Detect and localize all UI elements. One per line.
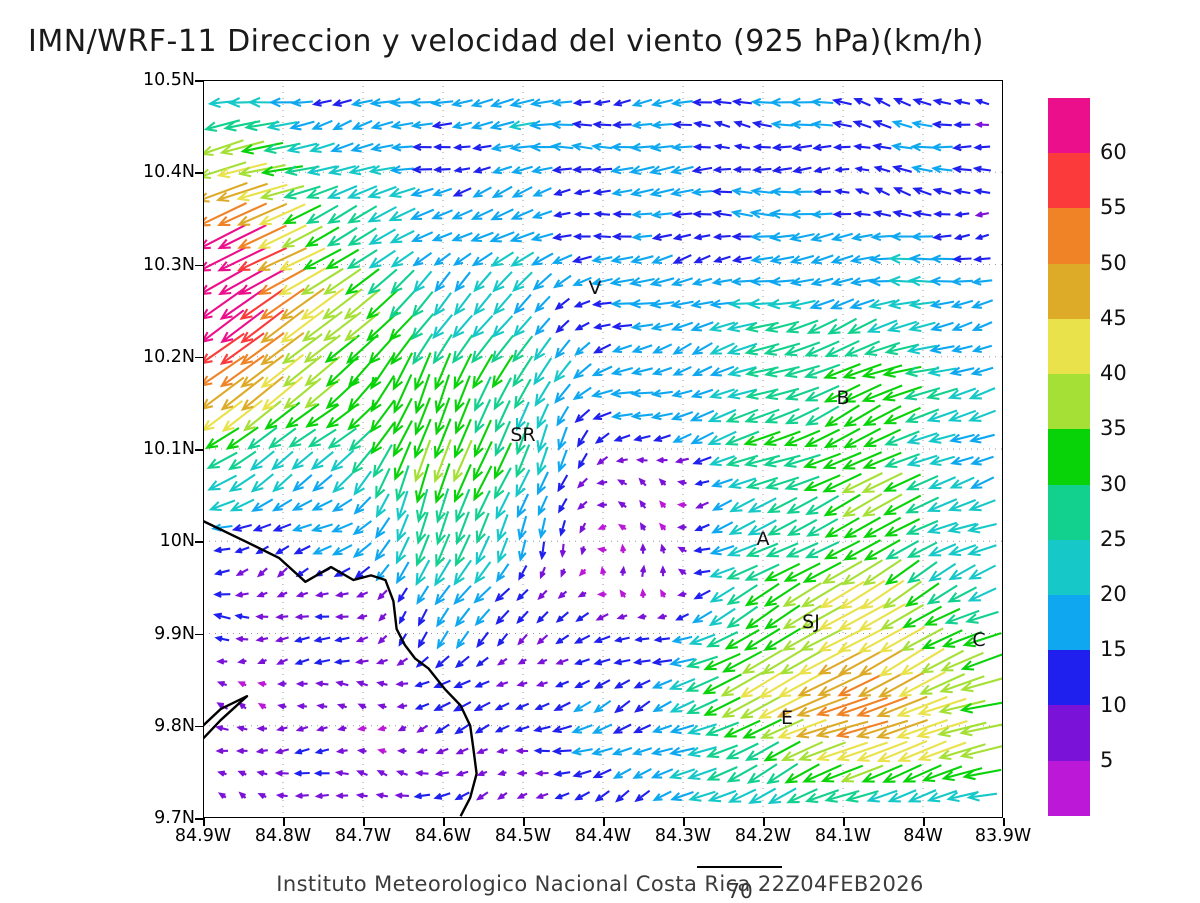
y-axis-tick-label: 10.5N	[60, 70, 195, 90]
colorbar-band	[1048, 705, 1090, 760]
x-axis-tick-label: 84.5W	[495, 826, 551, 846]
x-axis-tick-mark	[523, 818, 525, 826]
colorbar-tick-label: 10	[1100, 693, 1127, 717]
reference-vector-icon	[697, 866, 782, 868]
x-axis-tick-label: 83.9W	[975, 826, 1031, 846]
page-title: IMN/WRF-11 Direccion y velocidad del vie…	[28, 24, 984, 59]
colorbar-tick-label: 20	[1100, 582, 1127, 606]
x-axis-tick-mark	[203, 818, 205, 826]
x-axis-tick-label: 84.8W	[255, 826, 311, 846]
y-axis-tick-mark	[195, 265, 204, 267]
colorbar-band	[1048, 650, 1090, 705]
colorbar-band	[1048, 540, 1090, 595]
x-axis-tick-mark	[443, 818, 445, 826]
y-axis-tick-label: 9.7N	[60, 808, 195, 828]
y-axis-tick-label: 10.2N	[60, 347, 195, 367]
colorbar-band	[1048, 485, 1090, 540]
colorbar-tick-label: 35	[1100, 416, 1127, 440]
city-label-sj: SJ	[802, 611, 820, 633]
city-label-sr: SR	[510, 424, 535, 446]
colorbar-band	[1048, 374, 1090, 429]
x-axis-tick-label: 84.4W	[575, 826, 631, 846]
x-axis-tick-label: 84.2W	[735, 826, 791, 846]
colorbar-tick-label: 50	[1100, 251, 1127, 275]
x-axis-tick-mark	[683, 818, 685, 826]
y-axis-tick-mark	[195, 726, 204, 728]
colorbar-band	[1048, 208, 1090, 263]
footer-credit: Instituto Meteorologico Nacional Costa R…	[276, 872, 923, 896]
wind-map-plot	[203, 80, 1003, 818]
colorbar-tick-label: 25	[1100, 527, 1127, 551]
city-label-v: V	[589, 277, 602, 299]
x-axis-tick-label: 84W	[903, 826, 943, 846]
colorbar-band	[1048, 153, 1090, 208]
x-axis-tick-label: 84.1W	[815, 826, 871, 846]
y-axis-tick-mark	[195, 449, 204, 451]
colorbar-tick-label: 40	[1100, 361, 1127, 385]
x-axis-tick-mark	[923, 818, 925, 826]
x-axis-tick-mark	[283, 818, 285, 826]
city-label-e: E	[781, 707, 793, 729]
x-axis-tick-label: 84.9W	[175, 826, 231, 846]
y-axis-tick-label: 10.1N	[60, 439, 195, 459]
y-axis-tick-mark	[195, 172, 204, 174]
colorbar-band	[1048, 319, 1090, 374]
colorbar-band	[1048, 595, 1090, 650]
y-axis-tick-label: 9.9N	[60, 624, 195, 644]
y-axis-tick-label: 10N	[60, 531, 195, 551]
x-axis-tick-mark	[363, 818, 365, 826]
x-axis-tick-label: 84.3W	[655, 826, 711, 846]
x-axis-tick-label: 84.7W	[335, 826, 391, 846]
city-label-b: B	[836, 387, 849, 409]
colorbar-tick-label: 15	[1100, 637, 1127, 661]
colorbar-tick-label: 5	[1100, 748, 1113, 772]
colorbar[interactable]	[1047, 97, 1091, 817]
y-axis-tick-label: 9.8N	[60, 716, 195, 736]
y-axis-tick-mark	[195, 634, 204, 636]
colorbar-band	[1048, 429, 1090, 484]
y-axis-tick-mark	[195, 541, 204, 543]
colorbar-tick-label: 30	[1100, 472, 1127, 496]
colorbar-band	[1048, 98, 1090, 153]
x-axis-tick-mark	[1003, 818, 1005, 826]
x-axis-tick-mark	[763, 818, 765, 826]
colorbar-tick-label: 45	[1100, 306, 1127, 330]
x-axis-tick-mark	[843, 818, 845, 826]
colorbar-band	[1048, 761, 1090, 816]
coastline	[203, 80, 1003, 818]
colorbar-band	[1048, 264, 1090, 319]
city-label-c: C	[972, 629, 985, 651]
y-axis-tick-mark	[195, 357, 204, 359]
y-axis-tick-label: 10.4N	[60, 162, 195, 182]
city-label-a: A	[757, 528, 770, 550]
y-axis-tick-label: 10.3N	[60, 255, 195, 275]
colorbar-tick-label: 60	[1100, 140, 1127, 164]
x-axis-tick-mark	[603, 818, 605, 826]
colorbar-tick-label: 55	[1100, 195, 1127, 219]
y-axis-tick-mark	[195, 80, 204, 82]
x-axis-tick-label: 84.6W	[415, 826, 471, 846]
